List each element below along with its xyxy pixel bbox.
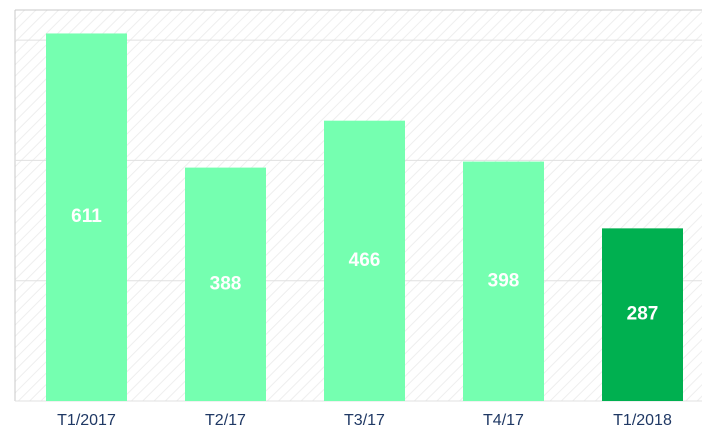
bar: [185, 167, 266, 401]
x-tick-label: T1/2018: [613, 412, 672, 429]
bar: [602, 228, 683, 401]
bar: [463, 161, 544, 401]
data-label: 398: [488, 270, 520, 291]
bar: [324, 120, 405, 401]
data-label: 611: [71, 206, 102, 227]
x-tick-label: T1/2017: [57, 412, 116, 429]
data-label: 388: [210, 273, 242, 294]
bar: [46, 33, 127, 402]
data-label: 466: [349, 250, 381, 271]
x-tick-label: T4/17: [483, 412, 524, 429]
data-label: 287: [627, 304, 659, 325]
x-tick-label: T3/17: [344, 412, 385, 429]
x-tick-label: T2/17: [205, 412, 246, 429]
